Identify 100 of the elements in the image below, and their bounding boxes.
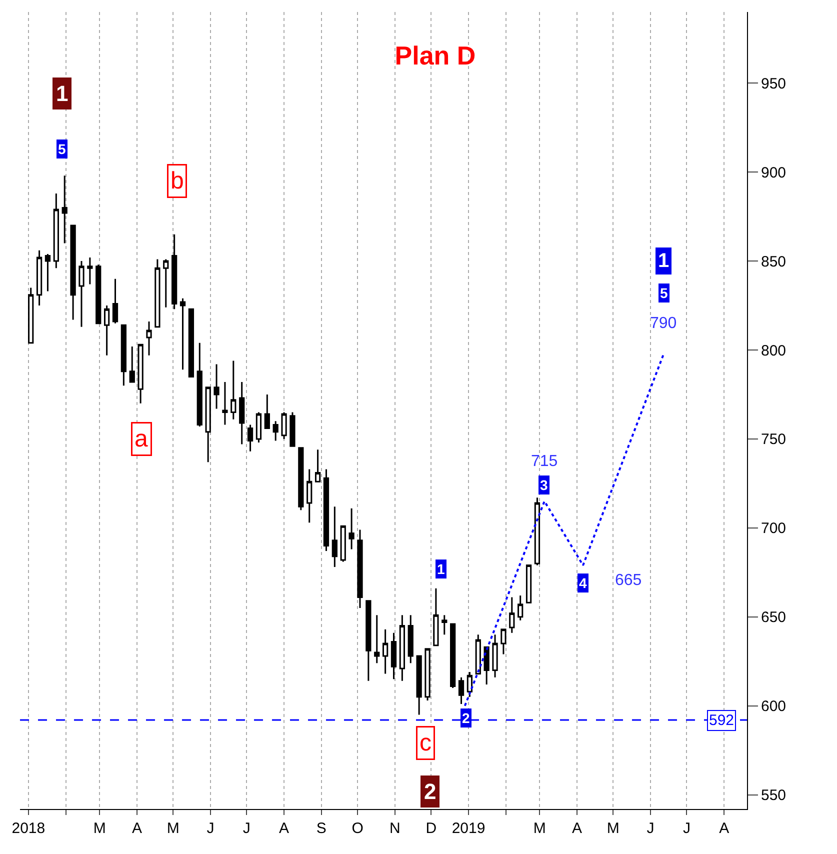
annotation: 2 [462, 710, 470, 726]
line-series [464, 352, 665, 707]
candlestick [36, 250, 42, 306]
annotation: b [170, 168, 184, 194]
candlestick [306, 468, 312, 524]
x-tick-label: J [242, 820, 250, 837]
annotation: 790 [650, 315, 677, 332]
candlestick [382, 628, 388, 675]
candlestick [196, 342, 202, 428]
candlestick [112, 278, 118, 324]
y-tick-label: 600 [761, 698, 786, 716]
x-tick-label: M [93, 820, 106, 837]
y-tick-label: 550 [761, 787, 786, 804]
candlestick [62, 174, 68, 244]
x-tick-label: M [166, 820, 180, 837]
text: Plan D [394, 40, 476, 71]
candlestick [475, 634, 481, 675]
x-tick-label: D [426, 820, 437, 837]
candlestick [180, 298, 186, 370]
x-tick-label: J [682, 820, 690, 837]
candlestick [500, 628, 506, 655]
annotation: 5 [58, 141, 66, 157]
ref-line-label: 592 [709, 712, 734, 729]
candlestick [492, 634, 498, 678]
candlestick [518, 594, 524, 622]
candlestick [416, 655, 422, 716]
annotation: a [134, 426, 148, 452]
candlestick [399, 614, 406, 682]
candlestick [408, 614, 414, 664]
candlestick [298, 447, 304, 511]
candlestick [340, 525, 346, 562]
x-tick-label: A [279, 820, 290, 837]
candlestick [348, 508, 354, 550]
y-tick-label: 850 [761, 253, 786, 270]
annotation: 2 [424, 779, 436, 804]
candlestick [357, 528, 363, 609]
candlestick [247, 424, 254, 452]
annotation: 665 [615, 572, 642, 589]
candlestick [390, 632, 397, 680]
candlestick [424, 648, 430, 702]
candlestick [104, 304, 110, 356]
x-tick-label: N [390, 820, 400, 837]
candlestick [264, 394, 270, 430]
candlestick [374, 614, 380, 664]
candlestick [154, 258, 160, 328]
annotation: 1 [56, 81, 68, 106]
candlestick [272, 420, 278, 442]
candlestick [87, 256, 93, 285]
candlestick [450, 623, 456, 689]
candlestick [44, 253, 51, 292]
candlestick [28, 287, 34, 344]
candlestick [281, 412, 287, 440]
x-tick-label: M [533, 820, 546, 837]
candlestick [509, 596, 515, 634]
candlestick [433, 588, 439, 646]
candlestick [163, 258, 169, 308]
candlestick [70, 224, 76, 321]
candlestick [138, 344, 144, 404]
candlestick [230, 360, 236, 420]
x-tick-label: A [719, 820, 730, 837]
x-tick-label: M [606, 820, 620, 837]
annotation: 1 [658, 250, 670, 272]
y-tick-label: 750 [761, 431, 786, 448]
candlestick [458, 676, 464, 705]
annotation: c [420, 730, 432, 756]
annotation: 5 [660, 285, 668, 301]
candlestick [120, 324, 126, 386]
x-tick-label: A [132, 820, 142, 837]
candlestick [323, 468, 330, 552]
x-tick-label: J [206, 820, 214, 837]
candlestick [534, 496, 540, 566]
annotation: 715 [531, 453, 558, 470]
y-tick-label: 700 [761, 520, 786, 538]
x-tick-label: S [316, 820, 326, 837]
x-tick-label: O [352, 820, 364, 837]
y-tick-label: 800 [761, 342, 786, 360]
candlestick [188, 308, 194, 378]
candlestick [526, 564, 532, 604]
x-tick-label: A [572, 820, 582, 837]
x-tick-label: 2019 [452, 820, 486, 837]
annotation: 4 [579, 575, 587, 591]
annotation: 1 [437, 561, 445, 577]
candlestick [290, 412, 296, 447]
x-tick-label: 2018 [12, 820, 46, 837]
candlestick [484, 646, 490, 686]
candlestick [214, 364, 220, 410]
candlestick [466, 671, 473, 698]
candlestick [53, 192, 59, 269]
candlestick [78, 260, 84, 328]
x-tick-label: J [646, 820, 654, 837]
candlestick [129, 346, 135, 383]
candlestick [222, 381, 228, 426]
candlestick [256, 412, 262, 444]
candlestick [366, 600, 372, 682]
y-tick-label: 950 [761, 75, 786, 92]
candlestick [239, 381, 245, 446]
candlestick [205, 386, 211, 463]
y-tick-label: 650 [761, 609, 786, 626]
candlestick [146, 320, 152, 356]
candlestick [314, 448, 321, 482]
